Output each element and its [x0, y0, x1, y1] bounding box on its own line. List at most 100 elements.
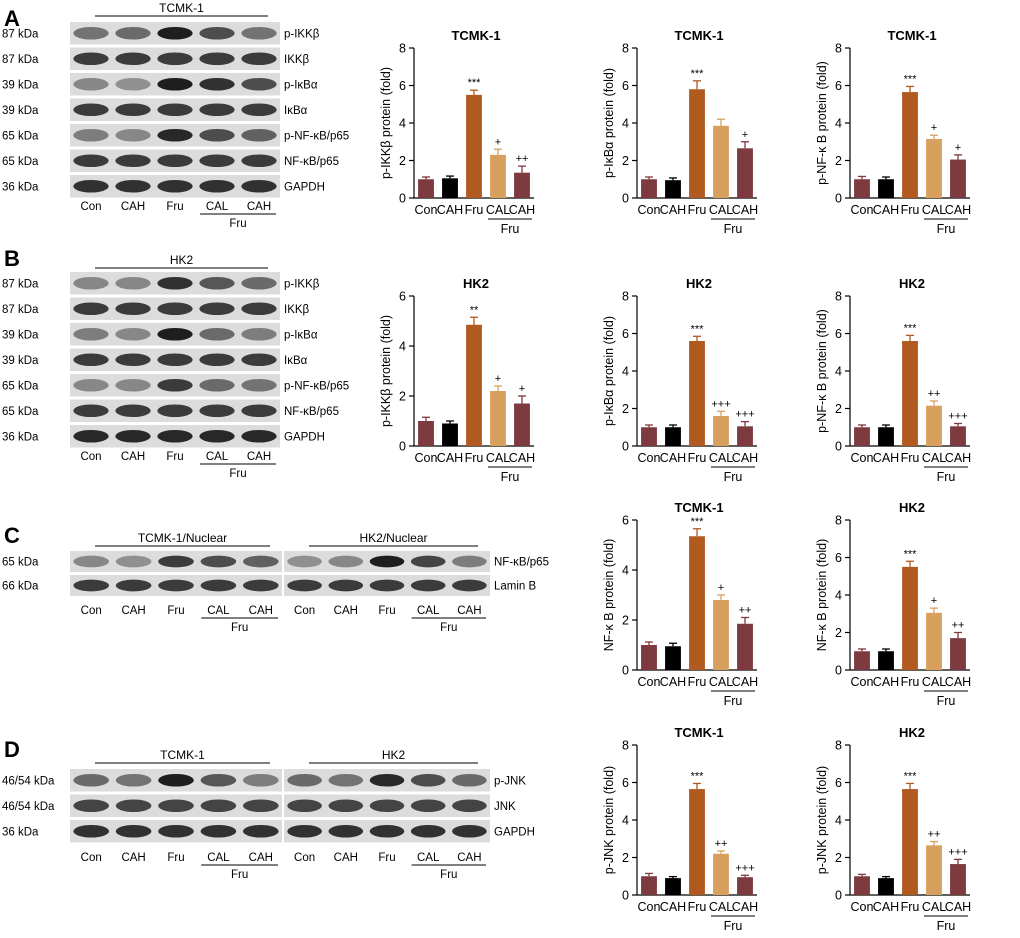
blot-band: [73, 579, 110, 592]
blot-band: [287, 773, 322, 787]
lane-label: Fru: [166, 451, 183, 463]
bar: [466, 324, 482, 446]
blot-band: [241, 26, 277, 40]
blot-band: [157, 429, 193, 443]
x-group-label: Fru: [937, 919, 956, 933]
lane-label: CAH: [249, 852, 273, 864]
protein-label: IKKβ: [284, 54, 310, 66]
y-tick-label: 4: [835, 589, 842, 603]
bar: [641, 645, 657, 670]
y-tick-label: 0: [622, 664, 629, 678]
blot-band: [157, 353, 193, 367]
blot-band: [73, 276, 109, 290]
lane-label: CAL: [206, 451, 229, 463]
blot-band: [115, 52, 151, 66]
blot-band: [73, 52, 109, 66]
lane-label: CAH: [247, 201, 271, 213]
blot-band: [287, 555, 322, 568]
y-tick-label: 4: [622, 564, 629, 578]
lane-label: CAH: [121, 852, 145, 864]
significance-label: +: [495, 373, 501, 385]
y-tick-label: 4: [399, 340, 406, 354]
blot-band: [452, 799, 487, 813]
lane-label: CAH: [334, 852, 358, 864]
blot-band: [115, 824, 152, 838]
panel-letter-a: A: [4, 6, 20, 31]
y-tick-label: 2: [399, 154, 406, 168]
blot-band: [199, 429, 235, 443]
blot-band: [199, 276, 235, 290]
x-tick-label: CAH: [945, 900, 971, 914]
x-group-label: Fru: [724, 470, 743, 484]
blot-band: [287, 799, 322, 813]
x-tick-label: Con: [638, 675, 661, 689]
blot-band: [115, 77, 151, 91]
lane-label: CAL: [207, 852, 230, 864]
x-group-label: Fru: [724, 694, 743, 708]
lane-label: CAH: [121, 605, 145, 617]
x-tick-label: Con: [638, 203, 661, 217]
chart-title: TCMK-1: [451, 28, 500, 43]
bar: [665, 180, 681, 198]
y-axis-label: p-IκBα protein (fold): [602, 316, 616, 426]
bar: [878, 179, 894, 198]
significance-label: +: [955, 142, 961, 154]
bar: [902, 92, 918, 198]
blot-band: [241, 302, 277, 316]
blot-band: [73, 327, 109, 341]
x-tick-label: Fru: [901, 203, 920, 217]
significance-label: +: [931, 122, 937, 134]
lane-label: Con: [80, 451, 101, 463]
significance-label: **: [470, 304, 479, 316]
blot-band: [73, 555, 110, 568]
x-group-label: Fru: [937, 470, 956, 484]
panel-letter-c: C: [4, 523, 20, 548]
panel-letter-d: D: [4, 737, 20, 762]
blot-band: [452, 579, 487, 592]
blot-band: [369, 555, 405, 568]
y-tick-label: 2: [622, 614, 629, 628]
kda-label: 46/54 kDa: [2, 801, 55, 813]
y-tick-label: 0: [399, 440, 406, 454]
x-tick-label: Fru: [465, 203, 484, 217]
chart-title: HK2: [686, 276, 712, 291]
chart-title: TCMK-1: [674, 28, 723, 43]
y-tick-label: 6: [622, 776, 629, 790]
blot-band: [157, 26, 193, 40]
kda-label: 39 kDa: [2, 105, 39, 117]
blot-band: [200, 555, 237, 568]
blot-band: [241, 103, 277, 117]
blot-band: [115, 773, 152, 787]
x-tick-label: CAH: [660, 451, 686, 465]
blot-band: [115, 353, 151, 367]
significance-label: +++: [735, 409, 754, 421]
blot-band: [115, 404, 151, 418]
x-tick-label: CAH: [660, 675, 686, 689]
significance-label: ***: [468, 77, 482, 89]
blot-band: [452, 824, 487, 838]
y-tick-label: 6: [835, 79, 842, 93]
blot-band: [157, 128, 193, 142]
blot-band: [157, 77, 193, 91]
protein-label: NF-κB/p65: [284, 156, 339, 168]
bar: [514, 403, 530, 446]
blot-band: [410, 773, 446, 787]
x-tick-label: Con: [851, 451, 874, 465]
blot-band: [200, 824, 237, 838]
chart-title: HK2: [899, 276, 925, 291]
bar: [665, 878, 681, 895]
significance-label: ++: [516, 153, 529, 165]
panel-letter-b: B: [4, 246, 20, 271]
blot-band: [158, 773, 194, 787]
y-tick-label: 6: [399, 290, 406, 304]
bar: [641, 427, 657, 446]
blot-band: [410, 579, 446, 592]
x-tick-label: CAL: [922, 451, 946, 465]
blot-band: [410, 799, 446, 813]
